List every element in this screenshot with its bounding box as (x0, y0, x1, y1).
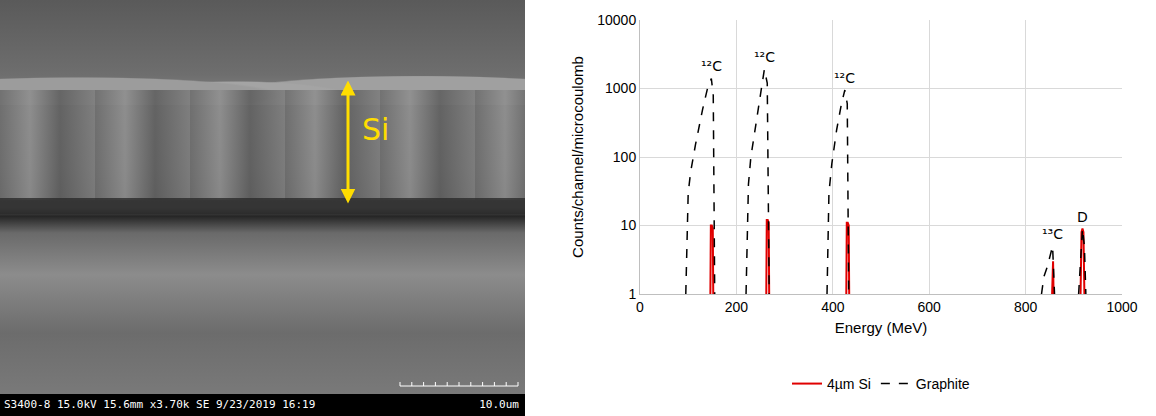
svg-text:10: 10 (621, 217, 637, 233)
svg-text:1000: 1000 (605, 80, 636, 96)
svg-text:800: 800 (1014, 299, 1038, 315)
svg-text:600: 600 (918, 299, 942, 315)
svg-text:200: 200 (725, 299, 749, 315)
svg-text:¹²C: ¹²C (754, 49, 775, 65)
svg-text:0: 0 (636, 299, 644, 315)
svg-text:¹²C: ¹²C (701, 58, 722, 74)
html-text:Si: Si (362, 112, 390, 147)
svg-text:400: 400 (821, 299, 845, 315)
html-text:S3400-8 15.0kV 15.6mm x3.70k S: S3400-8 15.0kV 15.6mm x3.70k SE 9/23/201… (4, 398, 316, 411)
svg-text:1000: 1000 (1106, 299, 1137, 315)
svg-text:¹²C: ¹²C (834, 70, 855, 86)
svg-text:100: 100 (613, 149, 637, 165)
html-text:10.0um: 10.0um (479, 398, 519, 411)
svg-text:Counts/channel/microcoulomb: Counts/channel/microcoulomb (569, 56, 586, 258)
svg-text:D: D (1077, 209, 1088, 225)
svg-text:Energy (MeV): Energy (MeV) (835, 319, 928, 336)
svg-text:¹³C: ¹³C (1042, 226, 1063, 242)
svg-text:Graphite: Graphite (916, 376, 970, 392)
svg-text:10000: 10000 (597, 12, 636, 28)
svg-text:1: 1 (628, 286, 636, 302)
svg-text:4µm Si: 4µm Si (827, 376, 871, 392)
